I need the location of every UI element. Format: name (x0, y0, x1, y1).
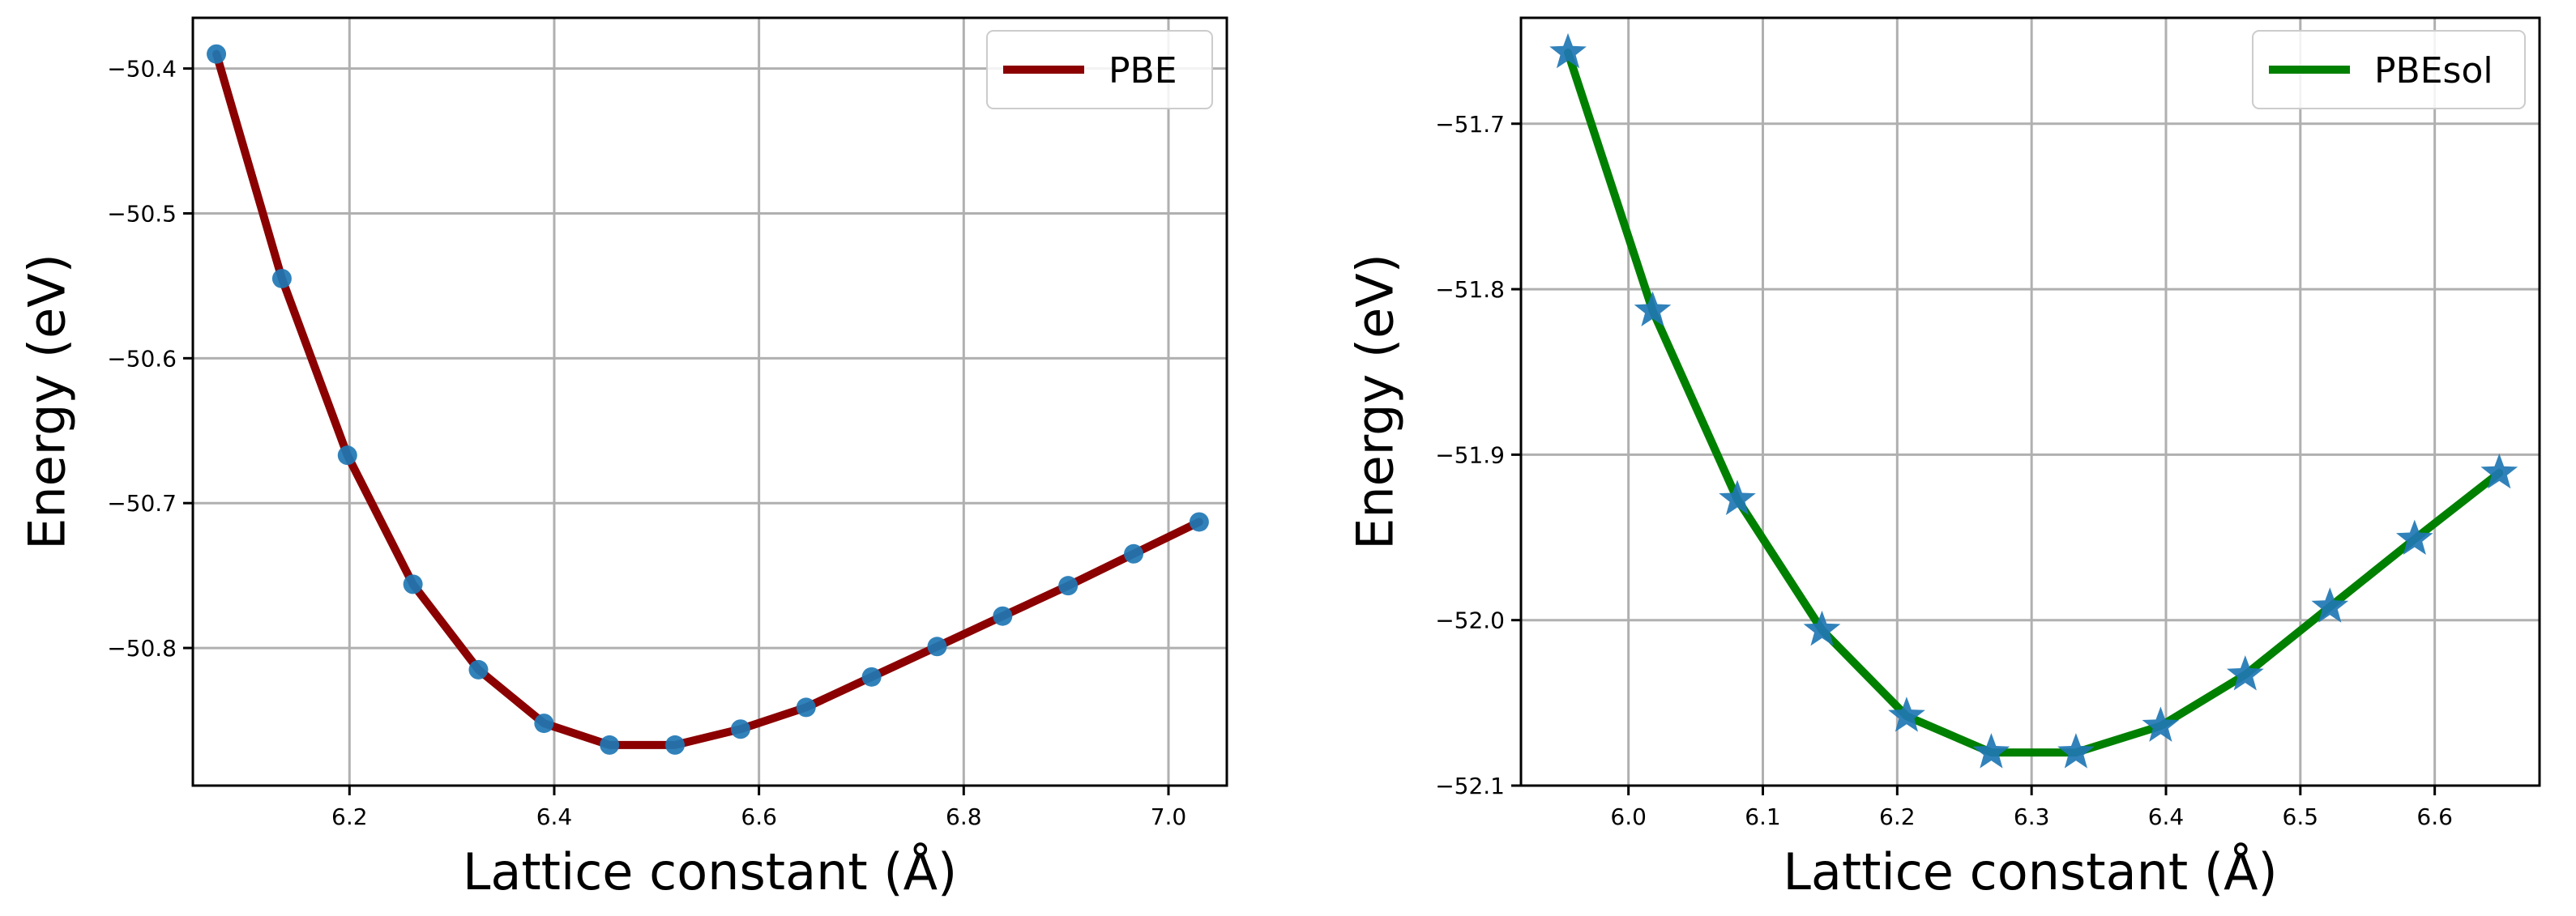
data-point-circle (534, 714, 554, 734)
series-line-pbe (212, 49, 1203, 749)
data-point-star (1972, 733, 2010, 769)
y-axis-title: Energy (eV) (18, 253, 77, 550)
y-tick-label: −50.4 (107, 56, 177, 83)
y-tick-label: −50.5 (107, 200, 177, 227)
data-point-circle (207, 44, 227, 64)
series-line-pbesol (1564, 48, 2504, 757)
x-tick-label: 6.4 (536, 803, 573, 830)
data-point-star (1719, 479, 1756, 515)
data-point-star (2057, 733, 2095, 769)
x-axis-title: Lattice constant (Å) (1783, 842, 2277, 901)
y-tick-label: −50.8 (107, 635, 177, 662)
data-point-circle (468, 659, 489, 680)
data-point-circle (861, 667, 882, 687)
x-tick-label: 6.8 (946, 803, 982, 830)
data-point-star (2480, 453, 2518, 489)
legend-label: PBE (1109, 50, 1177, 92)
x-tick-label: 6.5 (2283, 803, 2319, 830)
chart-panel-2: 6.0 6.1 6.2 6.3 6.4 6.5 6.6 −51.7 −51.8 −51.9 −52.… (1346, 16, 2541, 901)
data-point-star (2396, 519, 2433, 555)
axes-frame (191, 16, 1228, 787)
x-tick-label: 6.1 (1745, 803, 1781, 830)
y-tick-label: −51.8 (1435, 276, 1505, 303)
data-point-star (2142, 706, 2180, 742)
data-point-star (1634, 291, 1672, 326)
data-point-star (1803, 610, 1841, 646)
y-tick-label: −52.1 (1435, 773, 1505, 799)
x-tick-label: 7.0 (1151, 803, 1187, 830)
y-tick-label: −51.9 (1435, 441, 1505, 468)
data-point-circle (1189, 512, 1209, 532)
axes-frame (1519, 16, 2541, 787)
data-point-star (2227, 655, 2264, 691)
data-point-star (2311, 587, 2349, 623)
data-point-circle (600, 735, 620, 755)
y-axis-title: Energy (eV) (1346, 253, 1405, 550)
data-point-circle (1058, 576, 1079, 596)
y-tick-label: −51.7 (1435, 111, 1505, 138)
legend-label: PBEsol (2374, 50, 2493, 92)
data-point-circle (337, 445, 357, 466)
legend-box (2252, 30, 2526, 109)
x-tick-label: 6.2 (331, 803, 368, 830)
legend: PBEsol (2252, 30, 2526, 109)
x-tick-label: 6.3 (2014, 803, 2050, 830)
data-point-star (1888, 697, 1925, 732)
legend: PBE (986, 30, 1213, 109)
x-tick-label: 6.2 (1879, 803, 1916, 830)
data-point-circle (403, 574, 423, 594)
data-point-circle (1124, 543, 1144, 564)
data-point-circle (993, 606, 1013, 626)
chart-panel-1: 6.2 6.4 6.6 6.8 7.0 −50.4 −50.5 −50.6 −50.7 −50.8… (18, 16, 1228, 901)
data-point-circle (271, 268, 292, 288)
x-axis-title: Lattice constant (Å) (463, 842, 957, 901)
y-tick-label: −52.0 (1435, 607, 1505, 634)
data-point-circle (796, 697, 816, 718)
legend-box (986, 30, 1213, 109)
x-tick-label: 6.4 (2148, 803, 2185, 830)
y-tick-label: −50.6 (107, 345, 177, 372)
data-point-circle (730, 719, 750, 739)
y-tick-label: −50.7 (107, 490, 177, 517)
data-point-circle (665, 735, 686, 755)
x-tick-label: 6.6 (2416, 803, 2453, 830)
data-point-circle (927, 637, 947, 657)
x-tick-label: 6.0 (1610, 803, 1647, 830)
x-tick-label: 6.6 (741, 803, 777, 830)
data-point-star (1549, 32, 1587, 69)
